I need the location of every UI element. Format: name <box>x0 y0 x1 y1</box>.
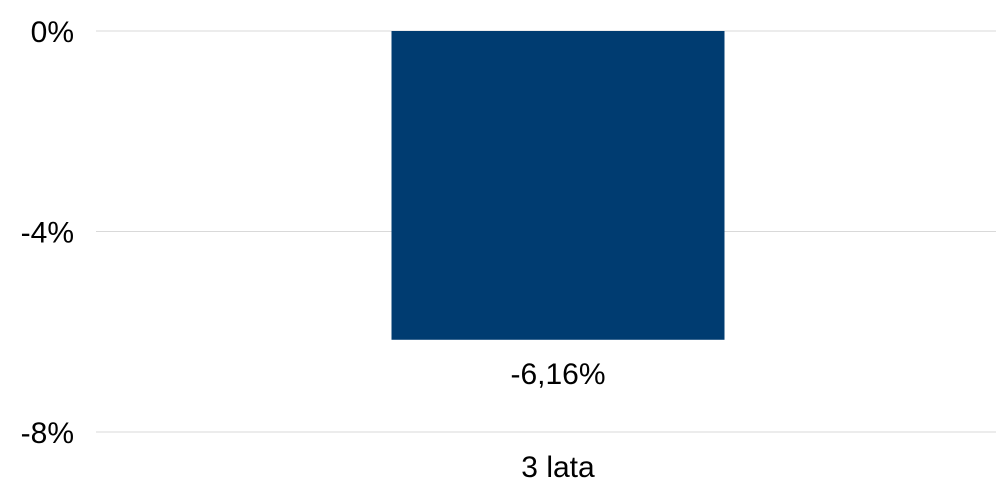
y-tick-label: -8% <box>21 417 74 450</box>
y-tick-label: 0% <box>31 16 74 49</box>
bar <box>391 31 725 340</box>
y-axis-tick-labels: 0% -4% -8% <box>21 16 74 450</box>
data-labels: -6,16% <box>510 358 605 391</box>
data-label: -6,16% <box>510 358 605 391</box>
y-tick-label: -4% <box>21 217 74 250</box>
x-axis-tick-labels: 3 lata <box>521 451 595 484</box>
x-tick-label: 3 lata <box>521 451 595 484</box>
bars <box>391 31 725 340</box>
